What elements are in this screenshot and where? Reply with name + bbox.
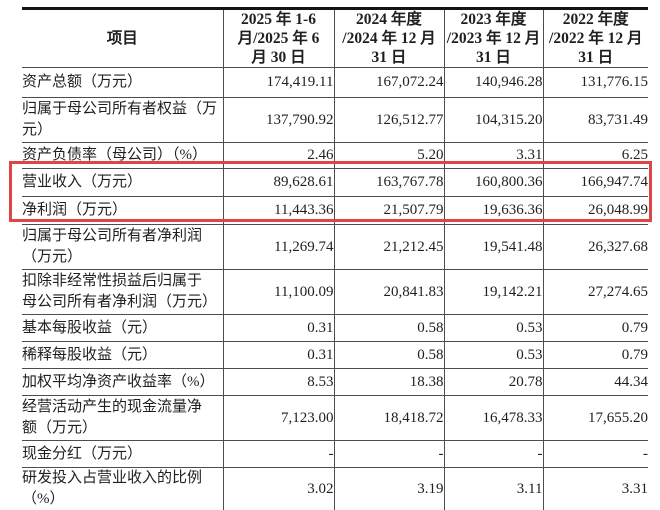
table-row-parent-equity: 归属于母公司所有者权益（万 元） 137,790.92 126,512.77 1… [22, 97, 648, 143]
row-value: 0.79 [543, 341, 648, 369]
row-value: 104,315.20 [444, 97, 544, 143]
table-row-rd-ratio: 研发投入占营业收入的比例 （%） 3.02 3.19 3.11 3.31 [22, 467, 648, 510]
row-value: 2.46 [223, 142, 335, 169]
row-value: 131,776.15 [543, 67, 648, 98]
row-value: 3.02 [223, 467, 335, 510]
row-value: - [444, 440, 544, 468]
row-label: 扣除非经常性损益后归属于 母公司所有者净利润（万元） [22, 269, 224, 315]
table-row-weighted-roe: 加权平均净资产收益率（%） 8.53 18.38 20.78 44.34 [22, 368, 648, 396]
row-value: 11,443.36 [223, 196, 335, 225]
table-row-net-profit: 净利润（万元） 11,443.36 21,507.79 19,636.36 26… [22, 196, 648, 225]
row-value: 6.25 [543, 142, 648, 169]
row-value: 20.78 [444, 368, 544, 396]
row-value: 126,512.77 [334, 97, 445, 143]
table-header-row: 项目 2025 年 1-6 月/2025 年 6 月 30 日 2024 年度 … [22, 8, 648, 68]
row-value: - [334, 440, 445, 468]
row-value: 163,767.78 [334, 168, 445, 197]
row-label: 基本每股收益（元） [22, 314, 224, 342]
row-value: 19,541.48 [444, 224, 544, 270]
row-value: 26,327.68 [543, 224, 648, 270]
row-value: 137,790.92 [223, 97, 335, 143]
row-value: 174,419.11 [223, 67, 335, 98]
row-value: 17,655.20 [543, 395, 648, 441]
row-value: 44.34 [543, 368, 648, 396]
header-period-2022: 2022 年度 /2022 年 12 月 31 日 [543, 8, 648, 68]
row-value: 5.20 [334, 142, 445, 169]
row-value: 11,269.74 [223, 224, 335, 270]
row-value: 19,636.36 [444, 196, 544, 225]
table-row-deducted-net-profit: 扣除非经常性损益后归属于 母公司所有者净利润（万元） 11,100.09 20,… [22, 269, 648, 315]
row-value: 3.31 [543, 467, 648, 510]
row-value: 0.31 [223, 314, 335, 342]
row-value: 0.31 [223, 341, 335, 369]
row-value: 167,072.24 [334, 67, 445, 98]
header-period-2024: 2024 年度 /2024 年 12 月 31 日 [334, 8, 445, 68]
row-value: 19,142.21 [444, 269, 544, 315]
row-value: 18,418.72 [334, 395, 445, 441]
row-label: 加权平均净资产收益率（%） [22, 368, 224, 396]
row-label: 资产总额（万元） [22, 67, 224, 98]
row-value: 3.31 [444, 142, 544, 169]
table-row-total-assets: 资产总额（万元） 174,419.11 167,072.24 140,946.2… [22, 67, 648, 98]
row-label: 资产负债率（母公司）（%） [22, 142, 224, 169]
row-label: 净利润（万元） [22, 196, 224, 225]
row-value: 83,731.49 [543, 97, 648, 143]
row-value: 0.79 [543, 314, 648, 342]
row-value: - [543, 440, 648, 468]
row-label: 归属于母公司所有者净利润 （万元） [22, 224, 224, 270]
row-label: 研发投入占营业收入的比例 （%） [22, 467, 224, 510]
row-value: 3.19 [334, 467, 445, 510]
financial-summary-table: 项目 2025 年 1-6 月/2025 年 6 月 30 日 2024 年度 … [22, 7, 648, 510]
row-value: 26,048.99 [543, 196, 648, 225]
row-value: 21,212.45 [334, 224, 445, 270]
row-value: 16,478.33 [444, 395, 544, 441]
row-value: - [223, 440, 335, 468]
row-value: 160,800.36 [444, 168, 544, 197]
table-row-parent-net-profit: 归属于母公司所有者净利润 （万元） 11,269.74 21,212.45 19… [22, 224, 648, 270]
table-row-debt-ratio: 资产负债率（母公司）（%） 2.46 5.20 3.31 6.25 [22, 142, 648, 169]
header-period-2025: 2025 年 1-6 月/2025 年 6 月 30 日 [223, 8, 335, 68]
row-label: 营业收入（万元） [22, 168, 224, 197]
row-value: 0.58 [334, 314, 445, 342]
table-row-basic-eps: 基本每股收益（元） 0.31 0.58 0.53 0.79 [22, 314, 648, 342]
row-value: 166,947.74 [543, 168, 648, 197]
row-value: 0.53 [444, 341, 544, 369]
row-label: 经营活动产生的现金流量净 额（万元） [22, 395, 224, 441]
table-row-operating-cash-flow: 经营活动产生的现金流量净 额（万元） 7,123.00 18,418.72 16… [22, 395, 648, 441]
row-value: 11,100.09 [223, 269, 335, 315]
table-row-diluted-eps: 稀释每股收益（元） 0.31 0.58 0.53 0.79 [22, 341, 648, 369]
row-label: 现金分红（万元） [22, 440, 224, 468]
row-value: 20,841.83 [334, 269, 445, 315]
row-value: 0.53 [444, 314, 544, 342]
row-value: 3.11 [444, 467, 544, 510]
row-label: 稀释每股收益（元） [22, 341, 224, 369]
header-period-2023: 2023 年度 /2023 年 12 月 31 日 [444, 8, 544, 68]
row-value: 18.38 [334, 368, 445, 396]
table-row-cash-dividend: 现金分红（万元） - - - - [22, 440, 648, 468]
table-row-revenue: 营业收入（万元） 89,628.61 163,767.78 160,800.36… [22, 168, 648, 197]
row-value: 140,946.28 [444, 67, 544, 98]
row-label: 归属于母公司所有者权益（万 元） [22, 97, 224, 143]
row-value: 7,123.00 [223, 395, 335, 441]
row-value: 8.53 [223, 368, 335, 396]
row-value: 21,507.79 [334, 196, 445, 225]
row-value: 27,274.65 [543, 269, 648, 315]
row-value: 89,628.61 [223, 168, 335, 197]
row-value: 0.58 [334, 341, 445, 369]
header-item: 项目 [22, 8, 224, 68]
